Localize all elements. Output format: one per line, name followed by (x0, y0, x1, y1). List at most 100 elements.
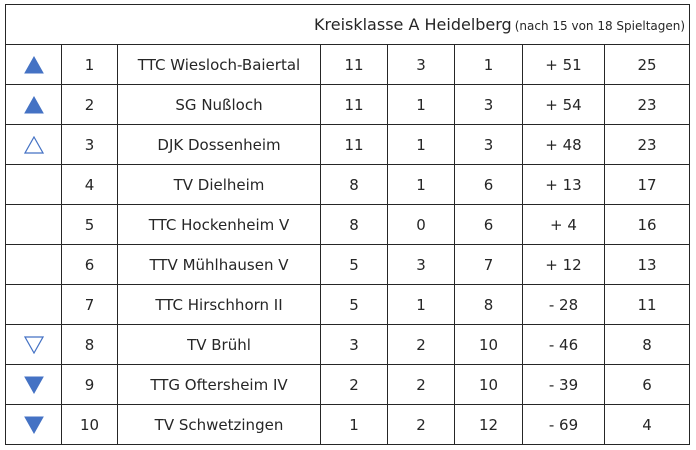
points-cell: 13 (603, 244, 691, 285)
draws-cell: 3 (387, 44, 455, 85)
table-row: 10 TV Schwetzingen 1 2 12- 69 4 (5, 404, 691, 445)
losses-cell: 6 (454, 164, 523, 205)
relegation-arrow-icon (23, 416, 44, 434)
status-indicator-cell (5, 284, 62, 325)
table-row: 1 TTC Wiesloch-Baiertal 11 3 1 + 51 25 (5, 44, 691, 85)
draws-cell: 3 (387, 244, 455, 285)
rank-cell: 4 (61, 164, 118, 205)
points-cell: 23 (603, 124, 691, 165)
game-difference-cell: - 46 (522, 324, 605, 365)
losses-cell: 6 (454, 204, 523, 245)
status-indicator-cell (5, 404, 62, 445)
status-indicator-cell (5, 124, 62, 165)
team-name-cell: TTC Hockenheim V (117, 204, 321, 245)
rank-cell: 3 (61, 124, 118, 165)
rank-cell: 5 (61, 204, 118, 245)
game-difference-cell: + 54 (522, 84, 605, 125)
table-row: 9 TTG Oftersheim IV 2 2 10- 39 6 (5, 364, 691, 405)
losses-cell: 10 (454, 324, 523, 365)
draws-cell: 0 (387, 204, 455, 245)
team-name-cell: DJK Dossenheim (117, 124, 321, 165)
table-title-cell: Kreisklasse A Heidelberg (nach 15 von 18 … (4, 4, 691, 45)
draws-cell: 2 (387, 324, 455, 365)
rank-cell: 6 (61, 244, 118, 285)
losses-cell: 1 (454, 44, 523, 85)
table-title: Kreisklasse A Heidelberg (314, 15, 512, 34)
losses-cell: 10 (454, 364, 523, 405)
rank-cell: 2 (61, 84, 118, 125)
game-difference-cell: + 48 (522, 124, 605, 165)
rank-cell: 10 (61, 404, 118, 445)
points-cell: 6 (603, 364, 691, 405)
team-name-cell: SG Nußloch (117, 84, 321, 125)
promotion-playoff-arrow-icon (23, 135, 44, 154)
team-name-cell: TTG Oftersheim IV (117, 364, 321, 405)
draws-cell: 1 (387, 284, 455, 325)
wins-cell: 5 (320, 284, 388, 325)
points-cell: 16 (603, 204, 691, 245)
team-name-cell: TV Dielheim (117, 164, 321, 205)
table-row: 5 TTC Hockenheim V 8 0 6 + 4 16 (5, 204, 691, 245)
losses-cell: 3 (454, 84, 523, 125)
team-name-cell: TV Brühl (117, 324, 321, 365)
status-indicator-cell (5, 364, 62, 405)
team-name-cell: TTC Wiesloch-Baiertal (117, 44, 321, 85)
points-cell: 8 (603, 324, 691, 365)
game-difference-cell: + 51 (522, 44, 605, 85)
wins-cell: 1 (320, 404, 388, 445)
table-row: 6 TTV Mühlhausen V 5 3 7 + 12 13 (5, 244, 691, 285)
status-indicator-cell (5, 164, 62, 205)
rank-cell: 9 (61, 364, 118, 405)
rank-cell: 7 (61, 284, 118, 325)
points-cell: 25 (603, 44, 691, 85)
table-title-row: Kreisklasse A Heidelberg (nach 15 von 18 … (4, 4, 691, 45)
wins-cell: 11 (320, 44, 388, 85)
losses-cell: 12 (454, 404, 523, 445)
wins-cell: 5 (320, 244, 388, 285)
draws-cell: 1 (387, 84, 455, 125)
losses-cell: 3 (454, 124, 523, 165)
draws-cell: 2 (387, 404, 455, 445)
wins-cell: 11 (320, 124, 388, 165)
points-cell: 23 (603, 84, 691, 125)
team-name-cell: TV Schwetzingen (117, 404, 321, 445)
team-name-cell: TTC Hirschhorn II (117, 284, 321, 325)
wins-cell: 3 (320, 324, 388, 365)
draws-cell: 1 (387, 124, 455, 165)
table-row: 4 TV Dielheim 8 1 6 + 13 17 (5, 164, 691, 205)
game-difference-cell: + 12 (522, 244, 605, 285)
draws-cell: 2 (387, 364, 455, 405)
points-cell: 4 (603, 404, 691, 445)
game-difference-cell: + 13 (522, 164, 605, 205)
points-cell: 11 (603, 284, 691, 325)
table-row: 2 SG Nußloch 11 1 3 + 54 23 (5, 84, 691, 125)
status-indicator-cell (5, 324, 62, 365)
points-cell: 17 (603, 164, 691, 205)
table-row: 3 DJK Dossenheim 11 1 3 + 48 23 (5, 124, 691, 165)
wins-cell: 8 (320, 204, 388, 245)
wins-cell: 8 (320, 164, 388, 205)
status-indicator-cell (5, 84, 62, 125)
draws-cell: 1 (387, 164, 455, 205)
losses-cell: 7 (454, 244, 523, 285)
game-difference-cell: - 28 (522, 284, 605, 325)
game-difference-cell: - 39 (522, 364, 605, 405)
status-indicator-cell (5, 204, 62, 245)
status-indicator-cell (5, 44, 62, 85)
relegation-playoff-arrow-icon (23, 336, 44, 354)
table-row: 8 TV Brühl 3 2 10- 46 8 (5, 324, 691, 365)
wins-cell: 11 (320, 84, 388, 125)
rank-cell: 1 (61, 44, 118, 85)
relegation-arrow-icon (23, 376, 44, 394)
promotion-arrow-icon (23, 95, 44, 114)
table-subtitle: (nach 15 von 18 Spieltagen) (514, 19, 686, 33)
game-difference-cell: - 69 (522, 404, 605, 445)
table-row: 7 TTC Hirschhorn II 5 1 8- 28 11 (5, 284, 691, 325)
losses-cell: 8 (454, 284, 523, 325)
wins-cell: 2 (320, 364, 388, 405)
promotion-arrow-icon (23, 55, 44, 74)
rank-cell: 8 (61, 324, 118, 365)
status-indicator-cell (5, 244, 62, 285)
team-name-cell: TTV Mühlhausen V (117, 244, 321, 285)
standings-table: Kreisklasse A Heidelberg (nach 15 von 18 … (4, 4, 691, 445)
